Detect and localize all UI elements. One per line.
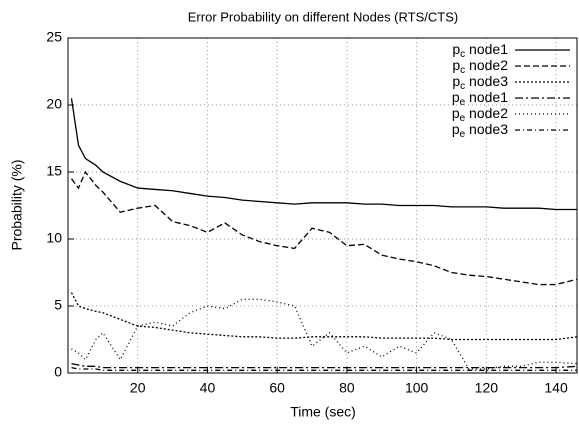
y-tick-label: 20 xyxy=(46,96,62,112)
series-line xyxy=(71,298,578,370)
legend-label: pc node3 xyxy=(452,73,508,92)
x-tick-label: 140 xyxy=(544,380,568,396)
x-tick-label: 20 xyxy=(130,380,146,396)
legend-label: pe node1 xyxy=(452,89,508,108)
x-tick-label: 80 xyxy=(339,380,355,396)
legend-label: pc node1 xyxy=(452,41,508,60)
x-tick-label: 100 xyxy=(405,380,429,396)
x-axis-label: Time (sec) xyxy=(290,404,356,420)
legend-label: pe node2 xyxy=(452,105,508,124)
plot-frame xyxy=(67,37,578,374)
series-line xyxy=(70,170,578,286)
legend-label: pc node2 xyxy=(452,57,508,76)
series-line xyxy=(70,98,577,211)
legend-label: pe node3 xyxy=(452,121,508,140)
x-tick-label: 120 xyxy=(475,380,499,396)
chart-title: Error Probability on different Nodes (RT… xyxy=(188,9,458,24)
y-tick-label: 5 xyxy=(54,297,62,313)
x-tick-label: 60 xyxy=(269,380,285,396)
series-line xyxy=(71,362,578,369)
y-axis-label: Probability (%) xyxy=(9,159,25,250)
y-tick-label: 15 xyxy=(46,163,62,179)
series-line xyxy=(71,367,577,371)
y-tick-label: 0 xyxy=(54,364,62,380)
x-tick-label: 40 xyxy=(200,380,216,396)
series-line xyxy=(70,292,578,341)
y-tick-label: 25 xyxy=(46,29,62,45)
y-tick-label: 10 xyxy=(46,230,62,246)
